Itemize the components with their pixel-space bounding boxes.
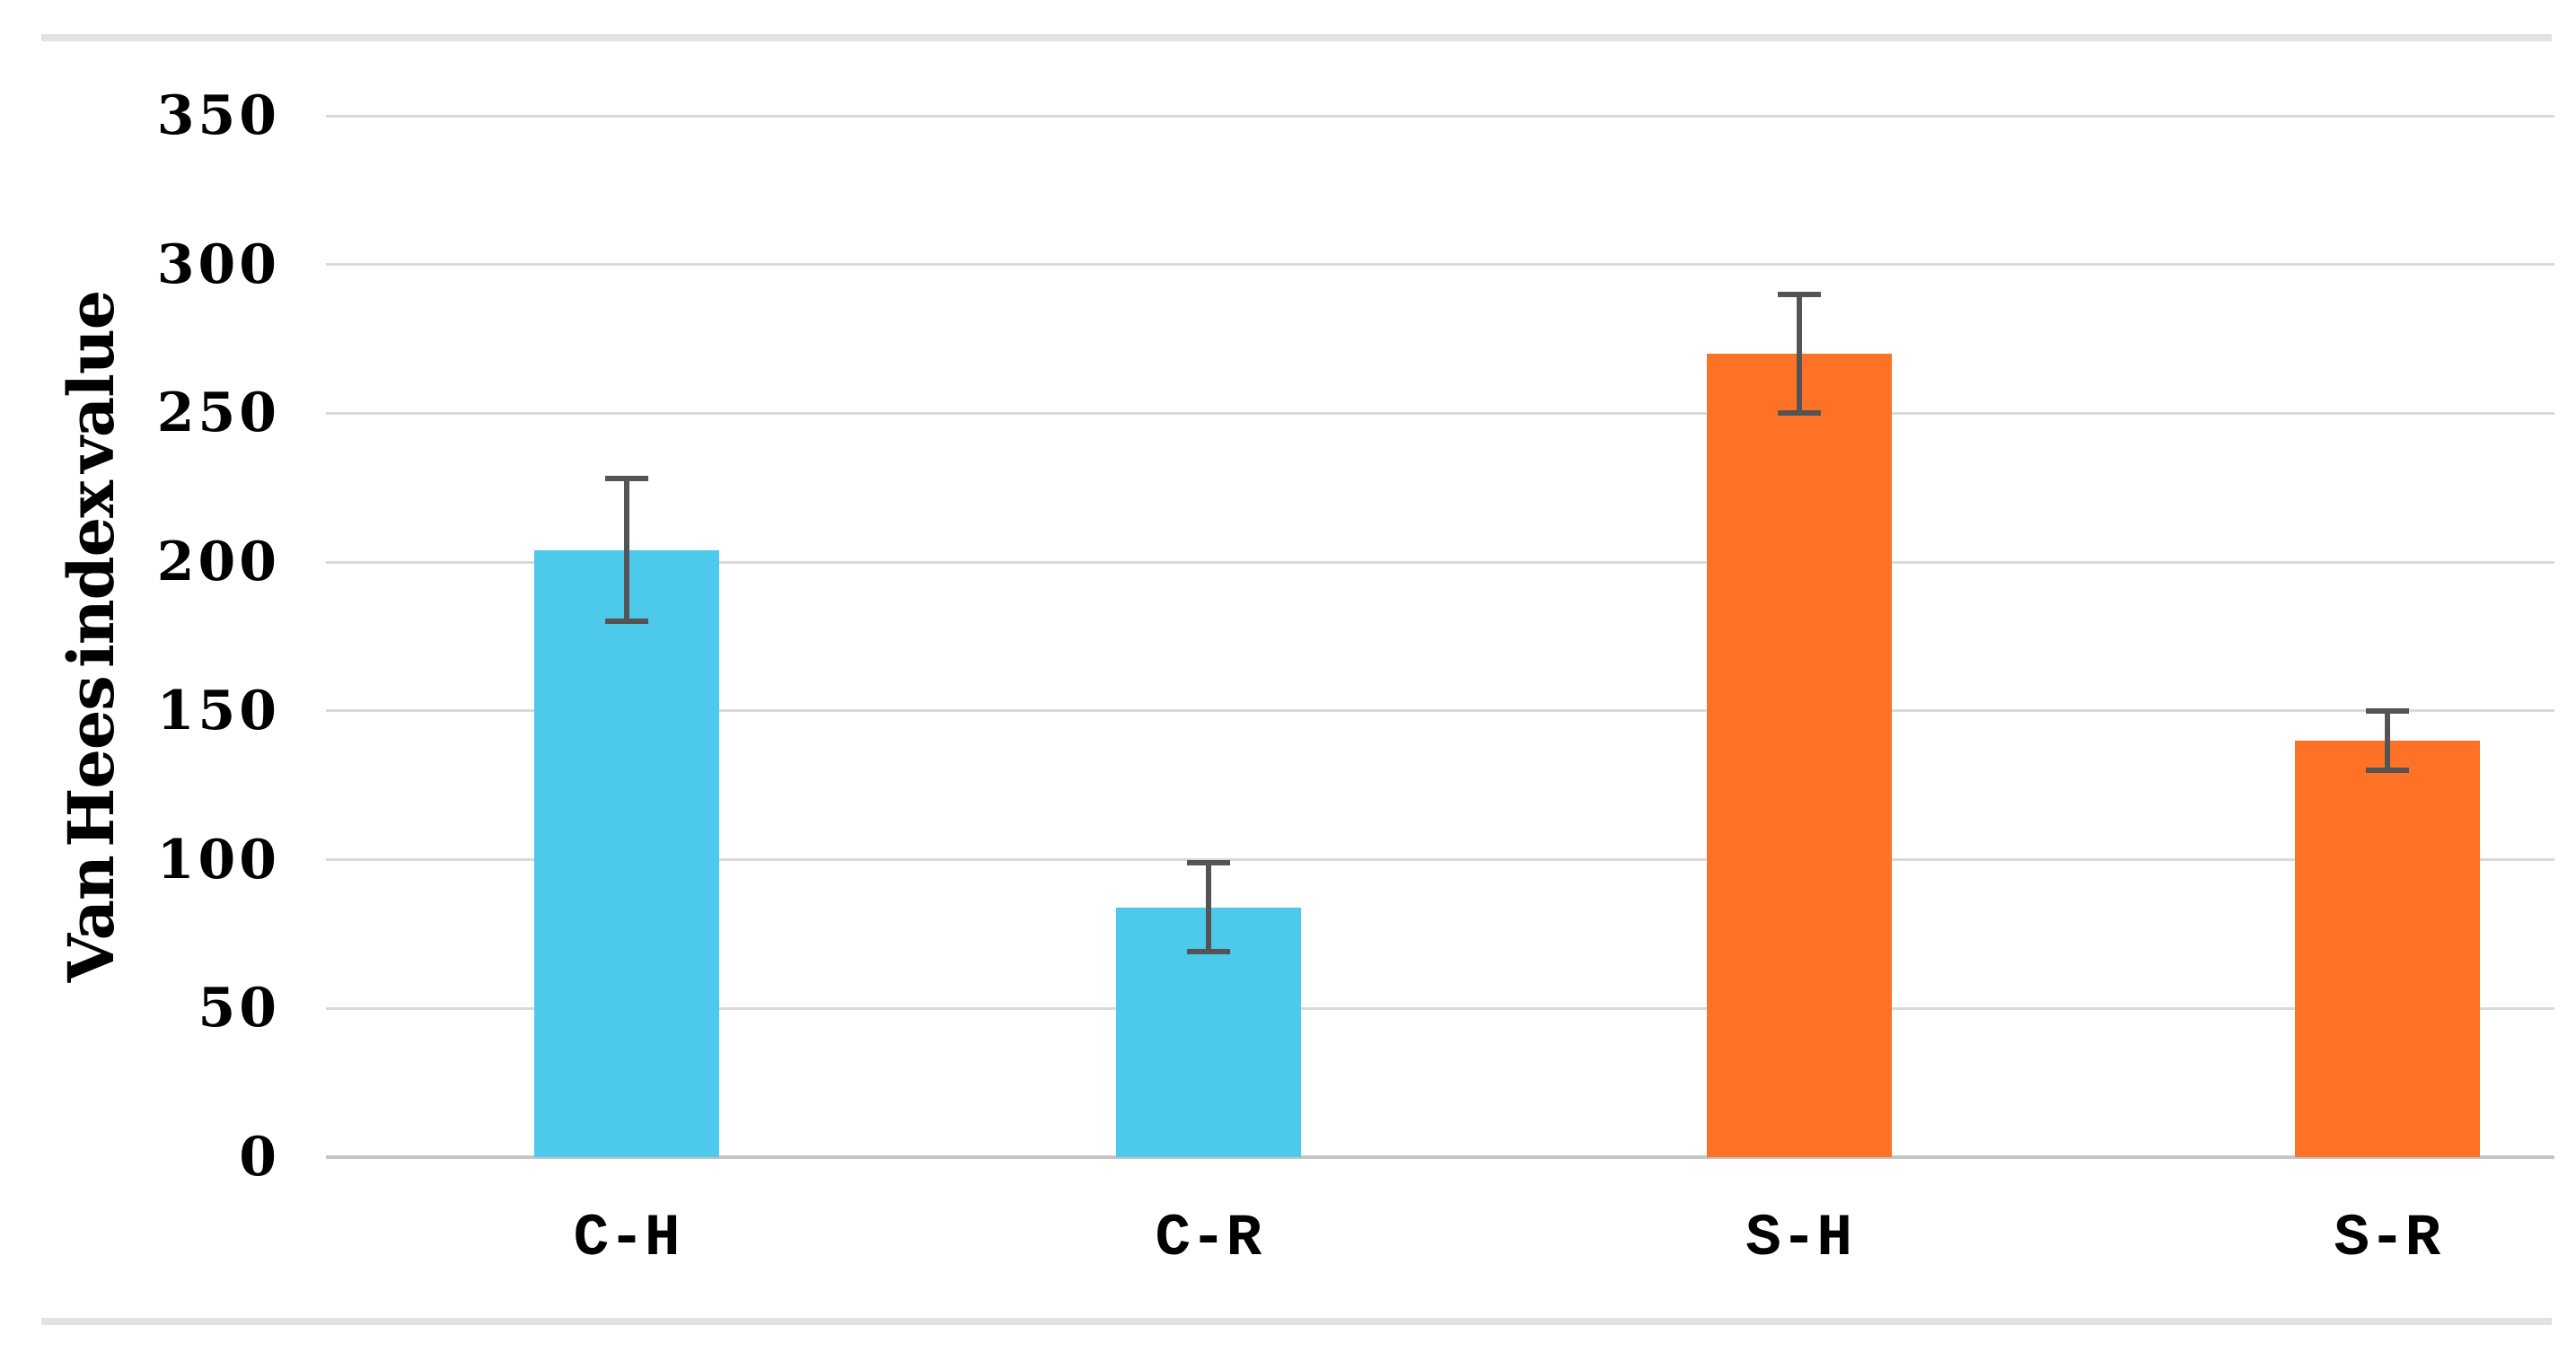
gridline-300 bbox=[326, 263, 2554, 267]
y-tick-label-0: 0 bbox=[239, 1126, 280, 1189]
y-tick-label-350: 350 bbox=[156, 84, 280, 147]
x-label-S-H: S-H bbox=[1745, 1205, 1852, 1272]
error-bar-cap-bottom-S-H bbox=[1777, 410, 1821, 417]
gridline-350 bbox=[326, 114, 2554, 118]
error-bar-cap-top-C-H bbox=[605, 476, 649, 482]
y-tick-label-50: 50 bbox=[198, 977, 280, 1040]
error-bar-S-R bbox=[2384, 710, 2390, 771]
page-rule-top bbox=[41, 34, 2552, 41]
gridline-100 bbox=[326, 858, 2554, 862]
bar-S-H bbox=[1706, 354, 1892, 1157]
x-axis-labels: C-H C-R S-H S-R bbox=[326, 1194, 2554, 1293]
x-label-S-R: S-R bbox=[2334, 1205, 2441, 1272]
y-tick-label-100: 100 bbox=[156, 828, 280, 891]
y-tick-label-250: 250 bbox=[156, 382, 280, 445]
page-rule-bottom bbox=[41, 1318, 2552, 1325]
error-bar-C-H bbox=[624, 478, 630, 622]
x-label-C-H: C-H bbox=[573, 1205, 681, 1272]
y-tick-label-200: 200 bbox=[156, 531, 280, 594]
gridline-200 bbox=[326, 560, 2554, 564]
error-bar-cap-top-S-R bbox=[2365, 707, 2409, 714]
x-label-C-R: C-R bbox=[1155, 1205, 1262, 1272]
plot-area bbox=[326, 114, 2554, 1159]
error-bar-cap-bottom-C-H bbox=[605, 619, 649, 625]
y-axis-title: Van Hees index value bbox=[54, 290, 128, 983]
bar-S-R bbox=[2294, 741, 2480, 1157]
error-bar-cap-bottom-C-R bbox=[1186, 949, 1230, 955]
error-bar-cap-bottom-S-R bbox=[2365, 768, 2409, 774]
error-bar-cap-top-C-R bbox=[1186, 859, 1230, 865]
bar-C-H bbox=[534, 549, 720, 1157]
error-bar-cap-top-S-H bbox=[1777, 291, 1821, 297]
gridline-250 bbox=[326, 411, 2554, 415]
y-tick-label-150: 150 bbox=[156, 679, 280, 742]
error-bar-S-H bbox=[1796, 294, 1802, 414]
y-tick-label-300: 300 bbox=[156, 233, 280, 296]
gridline-150 bbox=[326, 709, 2554, 713]
x-axis-line bbox=[326, 1155, 2554, 1159]
gridline-50 bbox=[326, 1006, 2554, 1010]
error-bar-C-R bbox=[1205, 862, 1211, 953]
